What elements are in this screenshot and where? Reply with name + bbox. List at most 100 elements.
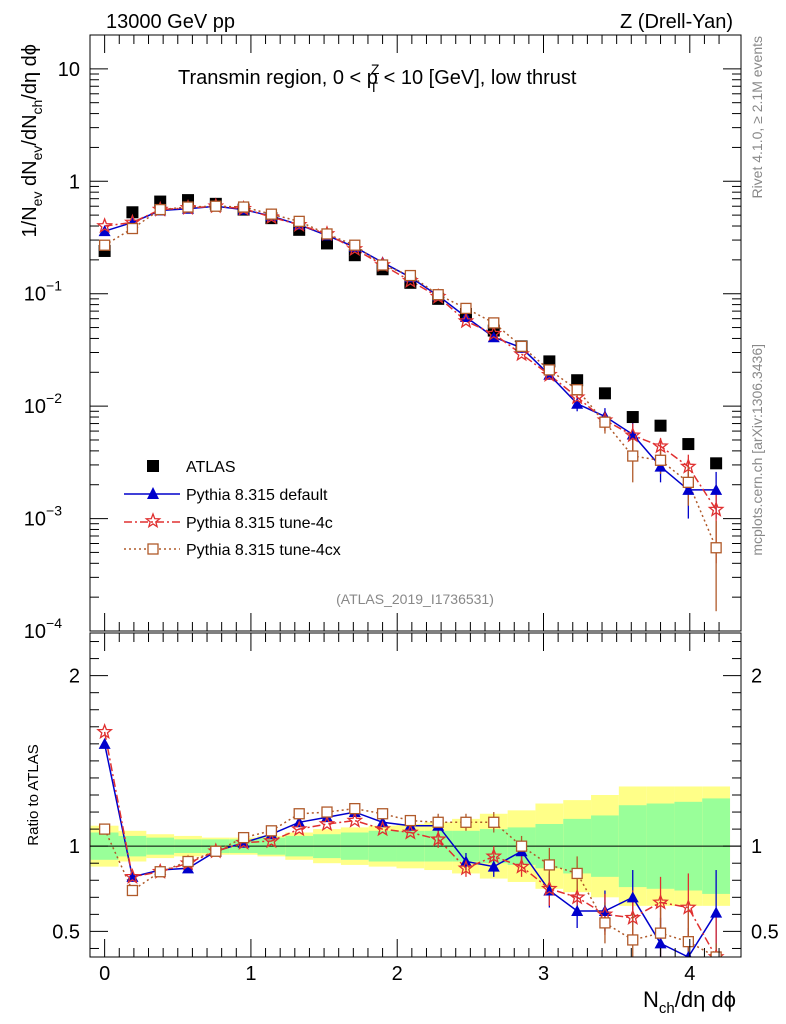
main-tune4c-point-14 xyxy=(485,324,503,341)
x-axis-label: Nch/dη dϕ xyxy=(643,987,736,1017)
ratio-default-point-14 xyxy=(487,860,500,872)
ratio-tune4cx-point-0 xyxy=(98,823,111,835)
main-tune4cx-point-22 xyxy=(710,542,722,554)
main-atlas-point-18 xyxy=(598,387,611,400)
main-tune4cx-point-1 xyxy=(126,222,139,235)
ratio-tune4cx-point-22 xyxy=(710,951,722,957)
ratio-ytick-label-left-0: 0.5 xyxy=(52,921,80,943)
ratio-tune4cx-point-1 xyxy=(126,884,139,897)
ratio-default-point-18 xyxy=(598,904,611,916)
legend-atlas-label: ATLAS xyxy=(186,459,236,476)
ratio-default-point-3 xyxy=(182,862,195,874)
ratio-tune4cx-point-9 xyxy=(349,802,361,815)
main-tune4cx-point-15 xyxy=(515,340,528,353)
ratio-xtick-label-1: 1 xyxy=(245,963,256,985)
ratio-x-ticks: 0 1 2 3 4 xyxy=(89,633,720,985)
legend-tune4cx-label: Pythia 8.315 tune-4cx xyxy=(186,542,341,559)
main-atlas-point-21 xyxy=(682,438,695,451)
ratio-tune4c-point-10 xyxy=(374,820,392,837)
ratio-xtick-label-3: 3 xyxy=(538,963,549,985)
main-tune4c-point-13 xyxy=(457,312,475,329)
legend-tune4cx-marker xyxy=(147,543,159,555)
main-tune4c-point-22 xyxy=(707,500,725,517)
ratio-y-ticks: 0.5 0.5 1 1 2 2 xyxy=(52,641,779,949)
ratio-xtick-label-4: 4 xyxy=(684,963,695,985)
ratio-default-point-19 xyxy=(626,891,639,903)
main-tune4cx-point-14 xyxy=(488,317,500,329)
main-tune4cx-point-7 xyxy=(293,215,305,228)
main-tune4cx-point-0 xyxy=(98,239,111,251)
analysis-watermark: (ATLAS_2019_I1736531) xyxy=(336,591,494,607)
legend-default-marker xyxy=(147,487,159,499)
ratio-tune4cx-point-6 xyxy=(265,825,278,837)
main-default-point-20 xyxy=(654,460,667,472)
ratio-tune4c-point-8 xyxy=(318,815,336,832)
main-y-ticks: 10 1 10−1 10−2 10−3 10−4 xyxy=(24,34,741,643)
ratio-tune4cx-point-8 xyxy=(321,806,333,818)
ratio-tune4cx-point-12 xyxy=(432,816,444,828)
main-tune4cx-point-12 xyxy=(432,289,444,301)
main-ytick-label-4: 10−3 xyxy=(24,503,62,531)
main-title: Transmin region, 0 < pZ T < 10 [GeV], low… xyxy=(178,61,577,95)
mcplots-text: mcplots.cern.ch [arXiv:1306.3436] xyxy=(749,344,765,556)
header-left: 13000 GeV pp xyxy=(106,11,235,33)
main-frame xyxy=(89,34,742,632)
ratio-tune4cx-point-18 xyxy=(599,917,611,929)
main-tune4cx-point-5 xyxy=(237,201,250,213)
main-ytick-label-1: 1 xyxy=(69,171,80,193)
main-ytick-label-5: 10−4 xyxy=(24,615,62,643)
main-atlas-point-1 xyxy=(126,206,139,219)
main-default-point-21 xyxy=(682,483,695,495)
ratio-tune4cx-point-2 xyxy=(154,866,166,878)
ratio-tune4cx-point-7 xyxy=(293,808,305,820)
ratio-tune4cx-point-5 xyxy=(237,831,250,844)
ratio-tune4cx-point-21 xyxy=(682,936,694,948)
main-atlas-point-8 xyxy=(320,237,333,250)
legend-entry-tune4c: Pythia 8.315 tune-4c xyxy=(124,512,333,532)
ratio-ytick-label-left-1: 1 xyxy=(69,836,80,858)
ratio-tune4cx-point-10 xyxy=(376,808,389,820)
main-default-point-17 xyxy=(571,397,584,409)
ratio-tune4cx-point-16 xyxy=(543,859,556,871)
ratio-tune4c-point-20 xyxy=(652,893,669,910)
ratio-tune4cx-point-4 xyxy=(210,845,222,857)
main-atlas-point-17 xyxy=(571,374,584,387)
rivet-version-text: Rivet 4.1.0, ≥ 2.1M events xyxy=(749,36,765,199)
ratio-xtick-label-0: 0 xyxy=(99,963,110,985)
main-tune4cx-point-9 xyxy=(349,239,361,251)
main-default-point-22 xyxy=(710,483,723,495)
ratio-tune4c-point-6 xyxy=(262,832,280,849)
main-ytick-label-2: 10−1 xyxy=(24,278,62,306)
ratio-tune4c-point-0 xyxy=(96,723,114,740)
ratio-tune4cx-point-19 xyxy=(627,934,639,946)
main-panel: 10 1 10−1 10−2 10−3 10−4 Transmin region, 0 <… xyxy=(19,34,742,643)
main-tune4cx-point-17 xyxy=(571,384,583,396)
main-tune4cx-point-19 xyxy=(627,450,639,462)
main-tune4c-point-19 xyxy=(624,426,642,443)
ratio-ytick-label-left-2: 2 xyxy=(69,666,80,688)
main-tune4cx-point-6 xyxy=(265,208,278,220)
ratio-tune4cx-point-20 xyxy=(654,927,667,939)
main-tune4cx-point-3 xyxy=(182,201,194,213)
legend-tune4c-marker xyxy=(144,512,162,529)
ratio-tune4c-point-12 xyxy=(429,830,447,847)
main-tune4c-point-20 xyxy=(652,437,669,454)
main-tune4cx-point-18 xyxy=(599,416,611,428)
main-tune4cx-point-16 xyxy=(543,364,556,376)
ratio-tune4c-point-14 xyxy=(485,847,503,864)
main-tune4cx-point-11 xyxy=(404,269,417,282)
main-tune4cx-point-4 xyxy=(210,200,222,212)
legend-entry-default: Pythia 8.315 default xyxy=(124,487,328,504)
ratio-tune4cx-point-13 xyxy=(460,816,472,828)
main-atlas-point-19 xyxy=(626,411,639,424)
main-tune4cx-point-21 xyxy=(682,476,694,488)
ratio-tune4c-point-19 xyxy=(624,908,642,925)
ratio-default-point-17 xyxy=(571,904,584,916)
ratio-ytick-label-right-0: 0.5 xyxy=(751,921,779,943)
ratio-default-point-20 xyxy=(654,937,667,949)
ratio-tune4cx-point-15 xyxy=(515,840,528,852)
ratio-ytick-label-right-2: 2 xyxy=(751,666,762,688)
main-x-ticks xyxy=(89,35,720,631)
main-markers xyxy=(96,194,725,554)
